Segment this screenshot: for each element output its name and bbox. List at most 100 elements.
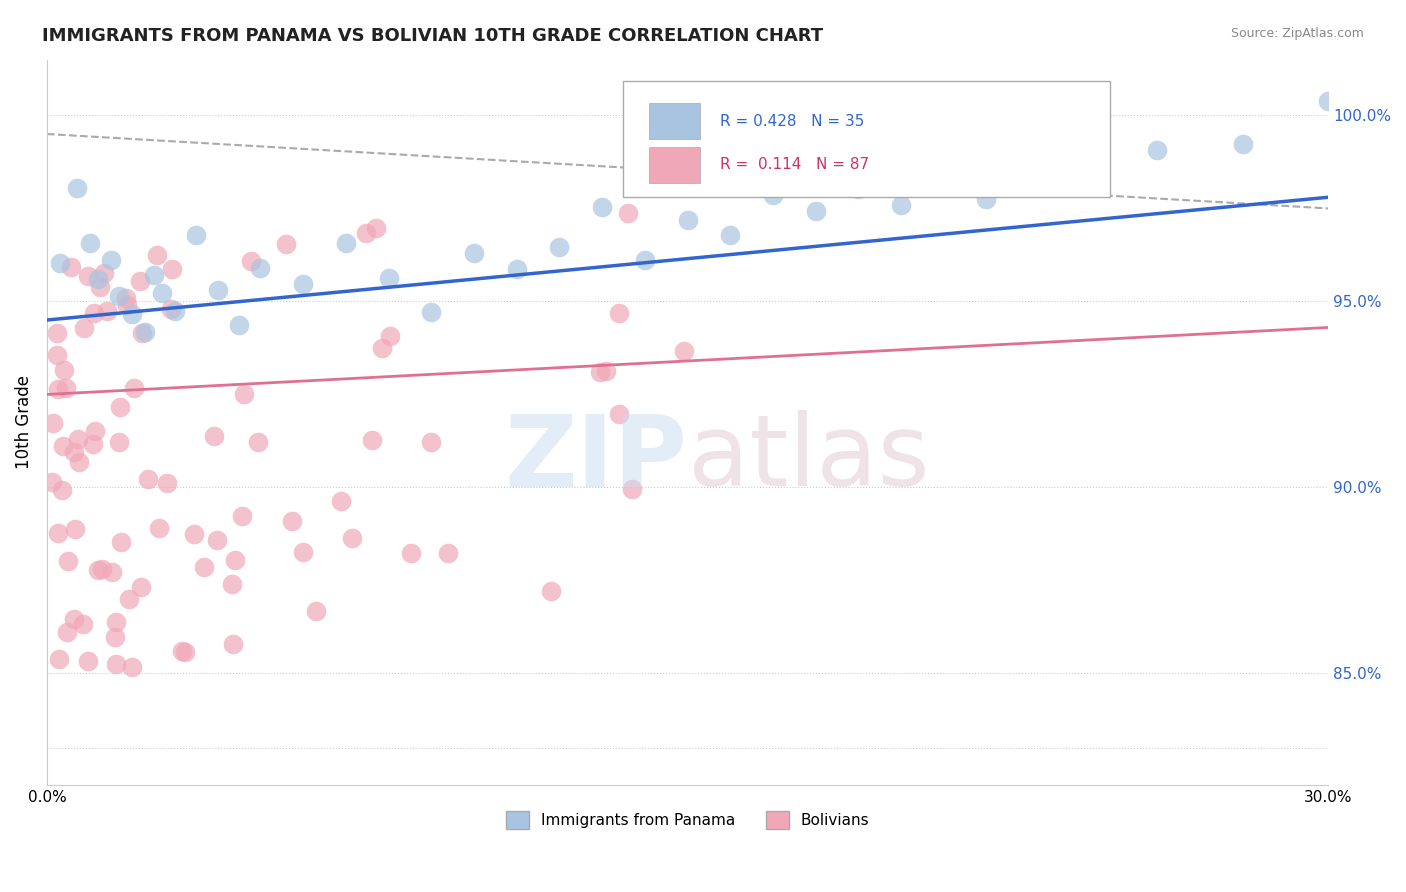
Point	[131, 580, 153, 594]
Point	[65, 522, 87, 536]
Point	[77, 654, 100, 668]
Point	[595, 364, 617, 378]
Point	[129, 274, 152, 288]
Point	[100, 252, 122, 267]
Point	[160, 262, 183, 277]
Point	[305, 603, 328, 617]
Point	[183, 527, 205, 541]
Point	[134, 325, 156, 339]
Point	[1060, 167, 1083, 181]
Bar	[650, 146, 700, 183]
Point	[591, 200, 613, 214]
Point	[42, 416, 65, 430]
Point	[60, 260, 83, 275]
Point	[84, 424, 107, 438]
Point	[621, 482, 644, 496]
Point	[108, 435, 131, 450]
Point	[463, 246, 485, 260]
Text: Source: ZipAtlas.com: Source: ZipAtlas.com	[1230, 27, 1364, 40]
Point	[354, 226, 377, 240]
Point	[73, 321, 96, 335]
Point	[136, 472, 159, 486]
Point	[1317, 94, 1340, 108]
Point	[55, 381, 77, 395]
Point	[93, 266, 115, 280]
Point	[87, 272, 110, 286]
Text: R =  0.114   N = 87: R = 0.114 N = 87	[720, 157, 869, 172]
Point	[76, 268, 98, 283]
Point	[1146, 143, 1168, 157]
Point	[292, 277, 315, 291]
Point	[173, 645, 195, 659]
Point	[48, 256, 70, 270]
Point	[46, 348, 69, 362]
Point	[360, 433, 382, 447]
Point	[291, 545, 314, 559]
Point	[122, 381, 145, 395]
Point	[804, 203, 827, 218]
Point	[142, 268, 165, 283]
Point	[419, 434, 441, 449]
Point	[609, 306, 631, 320]
Point	[131, 326, 153, 340]
Point	[48, 652, 70, 666]
Point	[380, 329, 402, 343]
Point	[976, 192, 998, 206]
Point	[548, 240, 571, 254]
Point	[46, 382, 69, 396]
Point	[371, 341, 394, 355]
Point	[63, 612, 86, 626]
Point	[63, 445, 86, 459]
Point	[51, 483, 73, 497]
Point	[115, 298, 138, 312]
Point	[55, 625, 77, 640]
Point	[82, 437, 104, 451]
Point	[249, 260, 271, 275]
Point	[1232, 136, 1254, 151]
Point	[103, 630, 125, 644]
Point	[105, 657, 128, 671]
Text: atlas: atlas	[688, 410, 929, 508]
Point	[205, 533, 228, 548]
Point	[121, 660, 143, 674]
Point	[66, 180, 89, 194]
Point	[67, 432, 90, 446]
Point	[148, 520, 170, 534]
Point	[420, 305, 443, 319]
Point	[231, 508, 253, 523]
Point	[53, 363, 76, 377]
Point	[224, 553, 246, 567]
Point	[240, 253, 263, 268]
Point	[399, 546, 422, 560]
Point	[110, 400, 132, 414]
Point	[96, 303, 118, 318]
Point	[377, 270, 399, 285]
Point	[156, 475, 179, 490]
Point	[274, 237, 297, 252]
Point	[100, 565, 122, 579]
Point	[222, 637, 245, 651]
Point	[56, 554, 79, 568]
Point	[83, 306, 105, 320]
Point	[163, 304, 186, 318]
Point	[46, 525, 69, 540]
Point	[634, 252, 657, 267]
Point	[79, 235, 101, 250]
Text: ZIP: ZIP	[505, 410, 688, 508]
Point	[890, 197, 912, 211]
Point	[159, 301, 181, 316]
Point	[207, 283, 229, 297]
Point	[329, 494, 352, 508]
Text: IMMIGRANTS FROM PANAMA VS BOLIVIAN 10TH GRADE CORRELATION CHART: IMMIGRANTS FROM PANAMA VS BOLIVIAN 10TH …	[42, 27, 824, 45]
Point	[846, 182, 869, 196]
Point	[364, 221, 387, 235]
Point	[89, 280, 111, 294]
Text: R = 0.428   N = 35: R = 0.428 N = 35	[720, 114, 863, 128]
Bar	[650, 103, 700, 139]
Point	[170, 643, 193, 657]
Point	[221, 576, 243, 591]
Point	[52, 439, 75, 453]
Point	[204, 429, 226, 443]
Point	[335, 236, 357, 251]
Point	[108, 289, 131, 303]
